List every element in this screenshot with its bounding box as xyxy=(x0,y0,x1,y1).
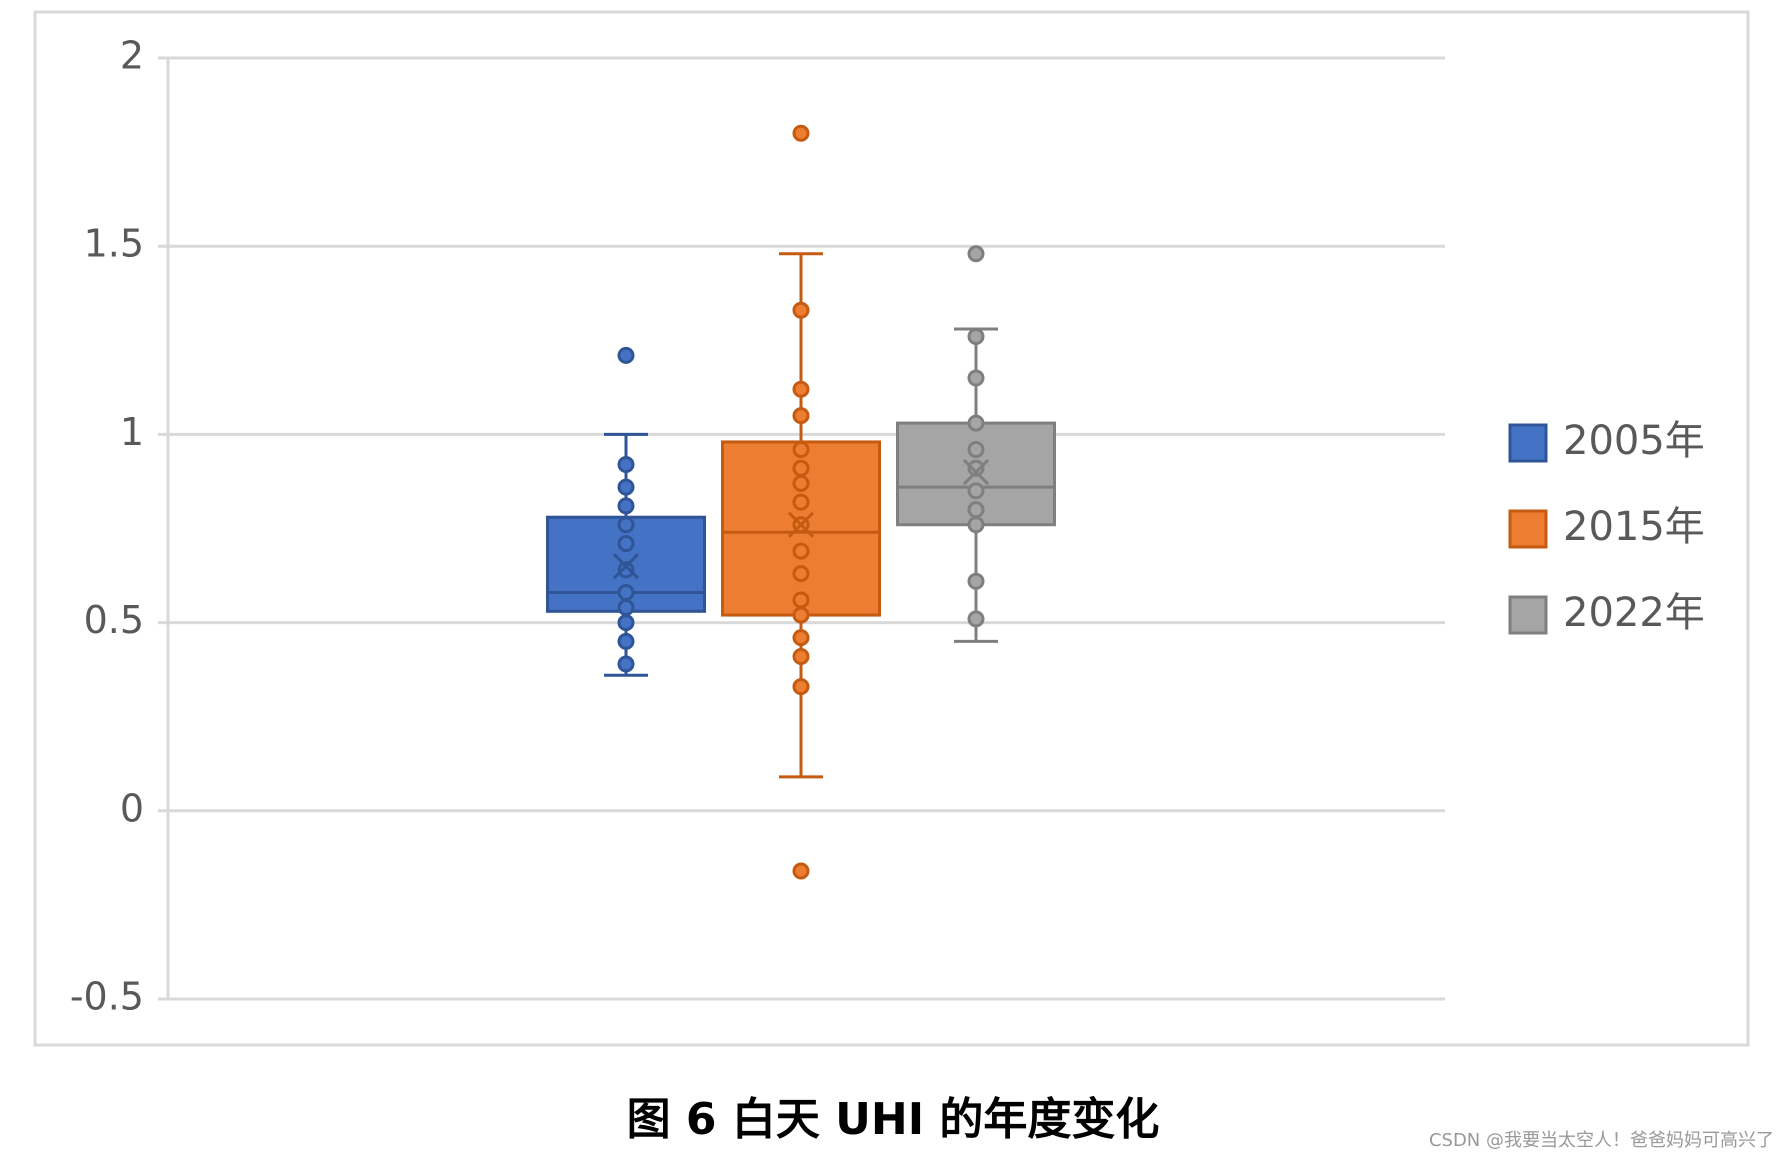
point xyxy=(792,493,810,511)
y-tick-label: -0.5 xyxy=(70,975,144,1019)
mean-marker xyxy=(962,458,990,486)
y-tick-label: 0 xyxy=(120,786,144,830)
y-tick-label: 2 xyxy=(120,34,144,78)
watermark: CSDN @我要当太空人！爸爸妈妈可高兴了 xyxy=(1429,1130,1774,1151)
point xyxy=(617,497,635,515)
point xyxy=(792,301,810,319)
point xyxy=(617,583,635,601)
mean-marker xyxy=(787,511,815,538)
point xyxy=(967,440,985,458)
legend-label: 2005年 xyxy=(1563,418,1705,464)
caption: 图 6 白天 UHI 的年度变化 xyxy=(627,1094,1160,1145)
outlier xyxy=(967,245,985,263)
y-tick-label: 0.5 xyxy=(84,598,144,642)
point xyxy=(792,407,810,425)
mean-marker xyxy=(612,553,640,580)
legend-swatch xyxy=(1508,595,1548,635)
point xyxy=(617,516,635,534)
legend-label: 2015年 xyxy=(1563,504,1705,550)
point xyxy=(967,501,985,519)
point xyxy=(967,459,985,477)
outlier xyxy=(617,346,635,364)
y-tick-label: 1 xyxy=(120,410,144,454)
point xyxy=(792,542,810,560)
outlier xyxy=(792,862,810,880)
point xyxy=(967,610,985,628)
point xyxy=(617,535,635,553)
point xyxy=(792,647,810,665)
point xyxy=(792,591,810,609)
point xyxy=(617,456,635,474)
point xyxy=(617,655,635,673)
point xyxy=(792,459,810,477)
chart-border xyxy=(33,10,1750,1047)
point xyxy=(967,369,985,387)
point xyxy=(617,614,635,632)
point xyxy=(967,572,985,590)
point xyxy=(617,599,635,617)
point xyxy=(967,414,985,432)
point xyxy=(967,516,985,534)
point xyxy=(792,380,810,398)
legend-swatch xyxy=(1508,423,1548,463)
point xyxy=(967,482,985,500)
point xyxy=(792,440,810,458)
point xyxy=(617,478,635,496)
point xyxy=(792,629,810,647)
y-tick-label: 1.5 xyxy=(84,222,144,266)
legend-label: 2022年 xyxy=(1563,590,1705,636)
point xyxy=(792,678,810,696)
point xyxy=(792,606,810,624)
outlier xyxy=(792,124,810,142)
point xyxy=(792,474,810,492)
point xyxy=(792,565,810,583)
point xyxy=(617,561,635,579)
point xyxy=(617,632,635,650)
legend-swatch xyxy=(1508,509,1548,549)
point xyxy=(967,328,985,346)
